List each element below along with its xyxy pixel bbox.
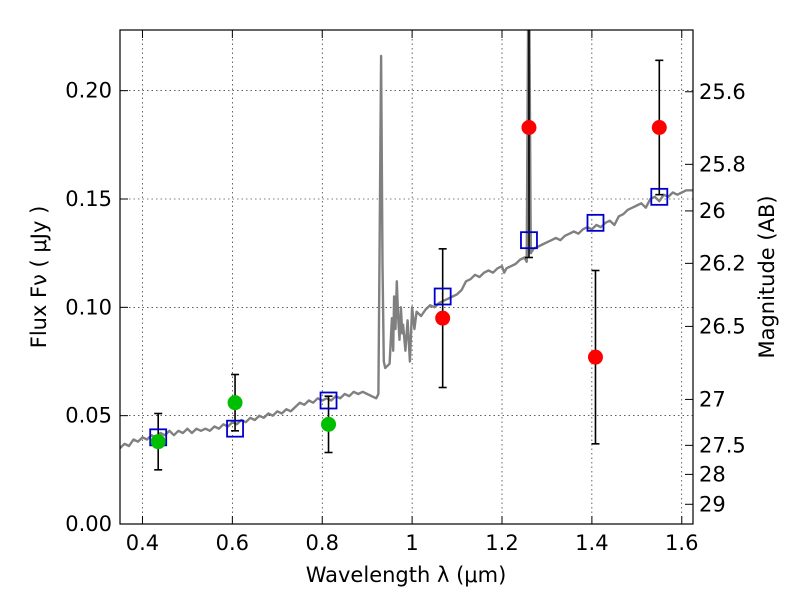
y-tick-label: 0.00	[65, 512, 112, 536]
x-tick-label: 0.6	[216, 531, 249, 555]
photometry-point	[227, 395, 243, 411]
x-tick-label: 1.4	[575, 531, 608, 555]
x-axis-label: Wavelength λ (μm)	[306, 563, 507, 587]
photometry-point	[321, 416, 337, 432]
y2-tick-label: 28	[699, 462, 726, 486]
y-tick-label: 0.05	[65, 404, 112, 428]
y2-tick-label: 26.5	[699, 314, 746, 338]
y2-tick-label: 29	[699, 492, 726, 516]
y2-tick-label: 25.8	[699, 152, 746, 176]
x-tick-label: 0.4	[126, 531, 159, 555]
model-square-marker	[586, 213, 605, 232]
y2-tick-label: 25.6	[699, 80, 746, 104]
plot-area	[120, 30, 693, 471]
y-tick-label: 0.20	[65, 79, 112, 103]
y2-tick-label: 26.2	[699, 251, 746, 275]
y-axis-label: Flux Fν ( μJy )	[27, 206, 51, 349]
y-tick-label: 0.10	[65, 295, 112, 319]
photometry-point	[651, 120, 667, 135]
plot-frame	[119, 29, 694, 525]
photometry-point	[521, 120, 537, 135]
photometry-point	[587, 349, 603, 365]
spectrum-line	[120, 30, 693, 450]
y2-tick-label: 27.5	[699, 433, 746, 457]
x-tick-label: 1.2	[485, 531, 518, 555]
y2-tick-label: 26	[699, 199, 726, 223]
x-tick-label: 0.8	[306, 531, 339, 555]
model-square-marker	[226, 419, 244, 438]
y2-axis-label: Magnitude (AB)	[755, 195, 779, 358]
model-square-marker	[319, 391, 338, 410]
y2-tick-label: 27	[699, 387, 726, 411]
photometry-point	[435, 310, 451, 326]
x-tick-label: 1.6	[665, 531, 698, 555]
axis-ticks: 0.4 0.6 0.8 1 1.2 1.4 1.6 0.00 0.05 0.10 0.15 0.20 2…	[65, 30, 746, 555]
photometry-point	[150, 434, 166, 450]
model-square-marker	[520, 231, 538, 250]
x-tick-label: 1	[405, 531, 418, 555]
y-tick-label: 0.15	[65, 187, 112, 211]
model-square-marker	[433, 287, 452, 306]
model-square-marker	[650, 187, 669, 206]
